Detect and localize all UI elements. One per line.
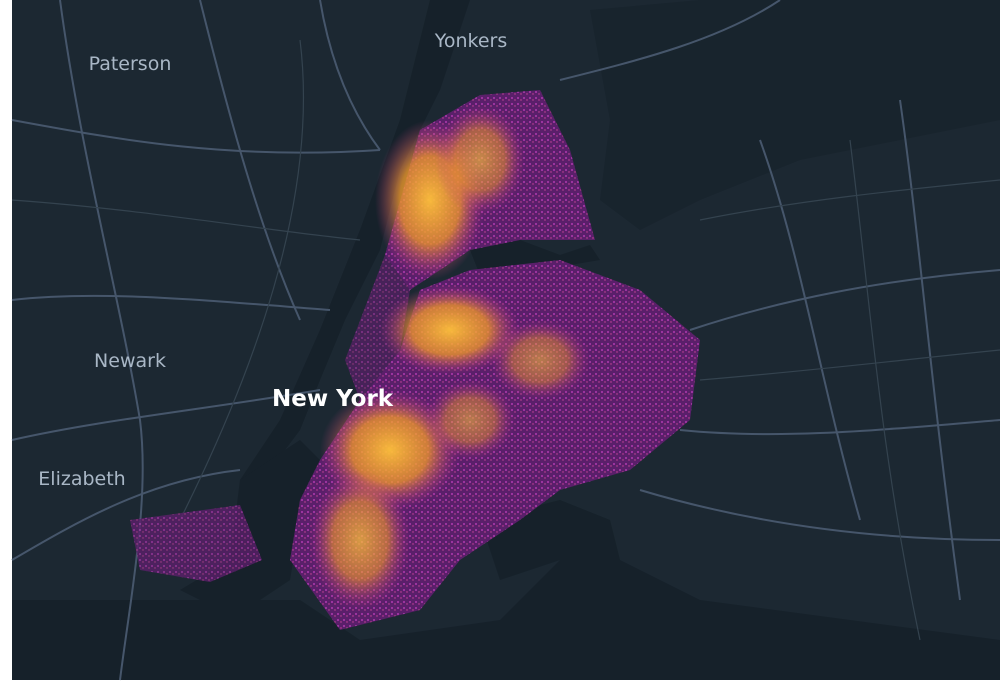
roads <box>11 0 1000 681</box>
place-label: Elizabeth <box>38 468 125 490</box>
place-label: Newark <box>94 350 166 372</box>
place-label: Yonkers <box>434 30 507 52</box>
place-label: Paterson <box>89 53 172 75</box>
place-label: New York <box>272 386 394 412</box>
trip-density <box>130 90 700 630</box>
